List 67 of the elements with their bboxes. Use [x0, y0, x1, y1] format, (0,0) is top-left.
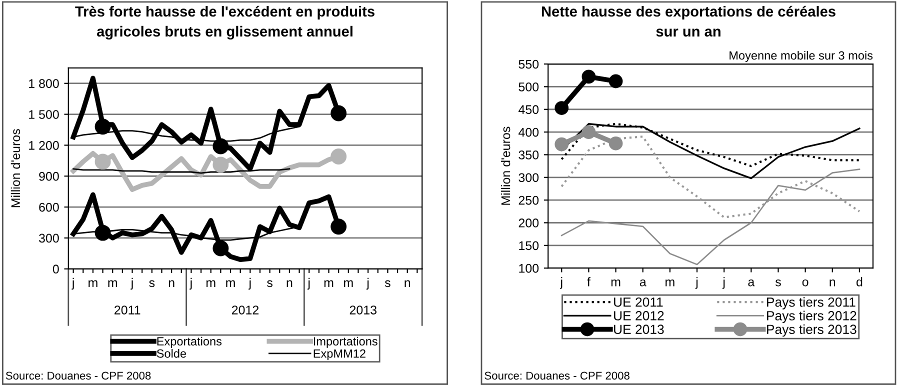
- x-tick-label: f: [587, 277, 590, 286]
- y-tick-label: 200: [518, 218, 539, 228]
- y-axis-title: Million d'euros: [501, 126, 510, 205]
- legend-label: Solde: [156, 349, 186, 358]
- y-tick-label: 900: [39, 172, 59, 181]
- x-tick-label: m: [108, 280, 117, 287]
- source-note: Source: Douanes - CPF 2008: [6, 372, 151, 380]
- legend-label: ExpMM12: [314, 349, 366, 360]
- chart-title: Nette hausse des exportations de céréales sur un an: [542, 6, 836, 37]
- text: 2011: [114, 306, 140, 314]
- x-tick-label: m: [226, 280, 235, 287]
- x-tick-label: s: [149, 280, 155, 288]
- x-tick-label: m: [324, 280, 334, 287]
- x-tick-label: n: [404, 280, 410, 287]
- x-tick-label: s: [775, 279, 781, 286]
- legend-label: UE 2012: [614, 311, 664, 320]
- x-tick-label: m: [344, 280, 353, 287]
- legend-label: Importations: [314, 336, 378, 348]
- x-tick-label: s: [384, 280, 390, 288]
- legend-label: Pays tiers 2012: [767, 310, 856, 324]
- y-tick-label: 500: [518, 82, 539, 92]
- y-axis-title: Million d'euros: [10, 129, 20, 208]
- x-tick-label: j: [72, 278, 74, 290]
- y-tick-label: 100: [519, 264, 539, 273]
- text: 2013: [350, 306, 377, 314]
- x-tick-label: m: [206, 280, 216, 287]
- x-tick-label: a: [640, 279, 646, 286]
- x-tick-label: j: [248, 278, 251, 290]
- x-tick-label: m: [666, 279, 674, 286]
- x-tick-label: m: [88, 280, 98, 287]
- x-tick-label: j: [366, 278, 369, 290]
- source-note: Source: Douanes - CPF 2008: [484, 372, 630, 380]
- x-tick-label: j: [190, 278, 192, 290]
- y-tick-label: 450: [518, 105, 539, 114]
- x-tick-label: j: [695, 277, 698, 289]
- y-tick-label: 1 800: [29, 79, 59, 88]
- x-tick-label: o: [802, 279, 808, 286]
- x-tick-label: j: [307, 278, 310, 290]
- y-tick-label: 1 500: [29, 110, 59, 119]
- y-tick-label: 550: [518, 60, 539, 69]
- y-tick-label: 150: [519, 241, 539, 250]
- x-tick-label: n: [168, 280, 174, 287]
- x-tick-label: n: [830, 279, 836, 286]
- y-tick-label: 350: [518, 150, 539, 160]
- x-tick-label: s: [267, 280, 272, 288]
- y-tick-label: 1 200: [29, 141, 59, 150]
- legend-label: UE 2011: [614, 297, 663, 307]
- y-tick-label: 600: [39, 202, 59, 212]
- legend-label: Exportations: [157, 336, 222, 348]
- chart-title: Très forte hausse de l'excédent en produits agricoles bruts en glissement annuel: [75, 6, 374, 40]
- chart-subtitle: Moyenne mobile sur 3 mois: [730, 50, 873, 62]
- text: 2012: [232, 306, 259, 314]
- y-tick-label: 0: [52, 264, 59, 274]
- y-tick-label: 400: [518, 128, 539, 137]
- x-tick-label: j: [722, 277, 725, 289]
- legend-label: Pays tiers 2011: [767, 297, 856, 310]
- y-tick-label: 250: [518, 196, 539, 205]
- x-tick-label: n: [286, 280, 292, 287]
- legend-label: UE 2013: [614, 324, 664, 334]
- y-tick-label: 300: [38, 234, 59, 243]
- legend-label: Pays tiers 2013: [767, 324, 856, 337]
- x-tick-label: j: [560, 277, 562, 289]
- x-tick-label: m: [611, 279, 620, 286]
- y-tick-label: 300: [518, 173, 539, 182]
- x-tick-label: d: [856, 277, 862, 286]
- x-tick-label: a: [748, 279, 755, 286]
- x-tick-label: j: [130, 278, 133, 290]
